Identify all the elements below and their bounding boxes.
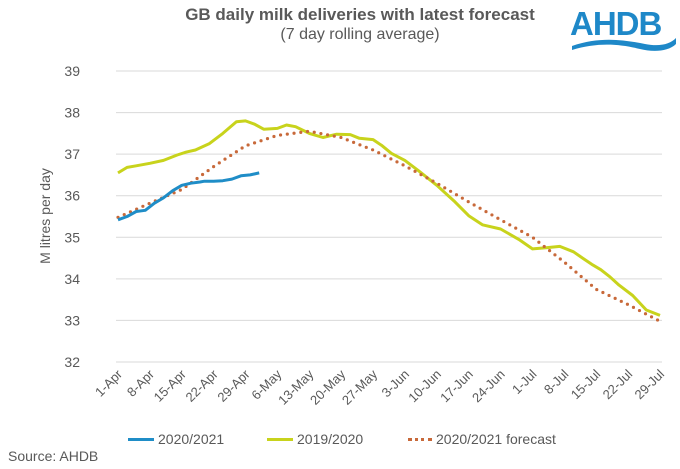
chart-subtitle: (7 day rolling average) <box>280 26 440 43</box>
x-tick-label: 22-Apr <box>183 366 222 405</box>
legend-label-2019-2020: 2019/2020 <box>297 431 364 447</box>
x-axis-ticks: 1-Apr8-Apr15-Apr22-Apr29-Apr6-May13-May2… <box>92 366 667 408</box>
y-tick-label: 37 <box>64 146 80 162</box>
logo-wave-icon <box>572 38 676 51</box>
x-tick-label: 29-Jul <box>631 366 667 402</box>
y-axis-label: M litres per day <box>37 168 53 264</box>
ahdb-logo: AHDB <box>570 6 678 54</box>
y-tick-label: 34 <box>64 271 80 287</box>
gridlines <box>116 70 662 363</box>
x-tick-label: 15-Jul <box>568 366 604 402</box>
series-line-2020-2021-forecast <box>116 129 662 323</box>
legend-swatch-forecast <box>408 437 432 441</box>
y-tick-label: 33 <box>64 312 80 328</box>
legend-item-2019-2020: 2019/2020 <box>267 430 363 448</box>
y-tick-label: 35 <box>64 229 80 245</box>
y-axis-ticks: 32 33 34 35 36 37 38 39 <box>64 63 80 370</box>
series-lines <box>116 119 662 323</box>
chart-title-block: GB daily milk deliveries with latest for… <box>0 4 680 45</box>
y-tick-label: 39 <box>64 63 80 79</box>
legend-label-2020-2021: 2020/2021 <box>158 431 225 447</box>
x-tick-label: 8-Jul <box>541 366 572 397</box>
legend-swatch-2019-2020 <box>267 437 293 441</box>
x-tick-label: 24-Jun <box>469 367 508 406</box>
x-tick-label: 27-May <box>339 366 381 408</box>
x-tick-label: 29-Apr <box>214 366 253 405</box>
series-line-2020-2021 <box>117 171 260 222</box>
legend-label-forecast: 2020/2021 forecast <box>436 431 556 447</box>
series-line-2019-2020 <box>117 119 661 317</box>
legend-swatch-2020-2021 <box>128 437 154 441</box>
x-tick-label: 22-Jul <box>600 366 636 402</box>
y-tick-label: 38 <box>64 105 80 121</box>
x-tick-label: 1-Jul <box>509 366 540 397</box>
y-tick-label: 36 <box>64 188 80 204</box>
x-tick-label: 1-Apr <box>92 366 126 400</box>
chart-title: GB daily milk deliveries with latest for… <box>185 5 535 24</box>
y-tick-label: 32 <box>64 354 80 370</box>
source-note: Source: AHDB <box>8 448 99 464</box>
x-tick-label: 17-Jun <box>437 367 476 406</box>
legend-item-forecast: 2020/2021 forecast <box>408 430 556 448</box>
x-tick-label: 10-Jun <box>405 367 444 406</box>
line-chart: 32 33 34 35 36 37 38 39 1-Apr8-Apr15-Apr22-Apr2… <box>37 63 667 408</box>
logo-text: AHDB <box>570 5 662 42</box>
x-tick-label: 15-Apr <box>151 366 190 405</box>
legend-item-2020-2021: 2020/2021 <box>128 430 224 448</box>
